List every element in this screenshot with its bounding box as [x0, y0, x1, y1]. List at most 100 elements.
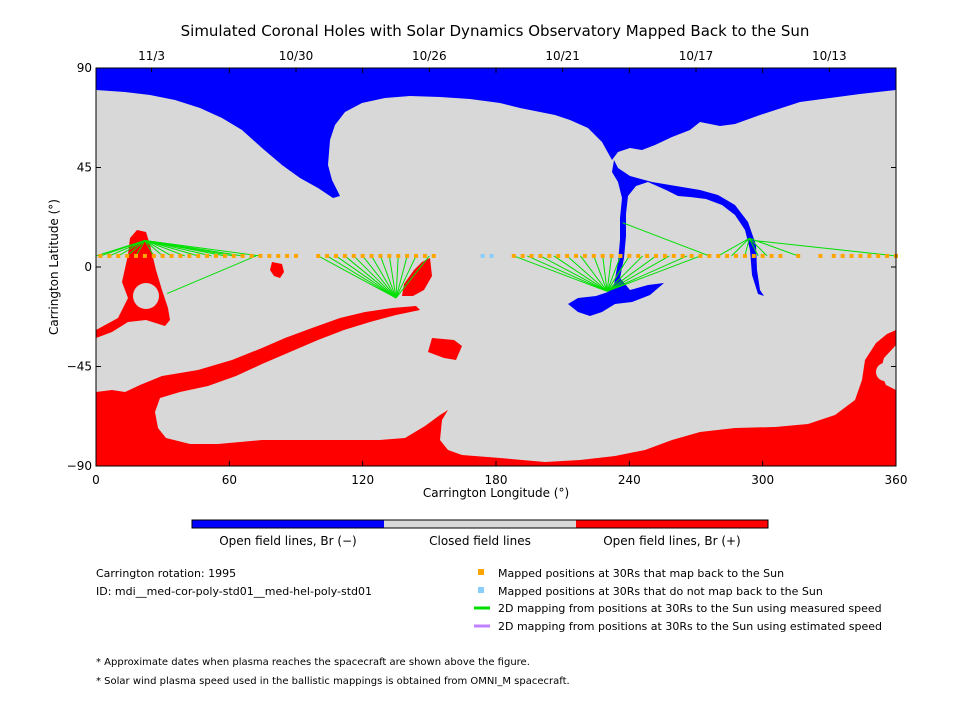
positive-coronal-holes: [96, 230, 896, 466]
closed-island: [133, 283, 159, 309]
x-axis-label: Carrington Longitude (°): [423, 486, 569, 500]
mapped-point: [538, 253, 543, 258]
mapped-point: [231, 253, 236, 258]
mapping-line: [317, 255, 397, 299]
mapped-point: [387, 253, 392, 258]
mapped-point: [520, 253, 525, 258]
closed-island-edge: [876, 363, 894, 381]
mapping-line: [593, 255, 608, 292]
mapping-line: [717, 237, 750, 257]
mapping-line: [395, 255, 417, 299]
y-tick-label: −45: [67, 360, 92, 374]
x-tick-label: 300: [751, 473, 774, 487]
positive-hole-patch: [428, 338, 462, 360]
negative-coronal-holes: [96, 68, 896, 316]
mapped-point: [125, 253, 130, 258]
mapping-line: [606, 255, 657, 292]
mapped-point: [698, 253, 703, 258]
mapped-point: [196, 253, 201, 258]
mapping-line: [388, 255, 397, 299]
mapped-point: [205, 253, 210, 258]
rotation-info: Carrington rotation: 1995: [96, 567, 236, 580]
mapping-line: [606, 255, 644, 292]
mapped-point: [285, 253, 290, 258]
x-tick-label: 240: [618, 473, 641, 487]
mapping-line: [744, 238, 750, 257]
mapped-point: [431, 253, 436, 258]
x-tick-label: 360: [885, 473, 908, 487]
y-tick-label: 45: [77, 161, 92, 175]
mapped-point: [556, 253, 561, 258]
mapped-point: [107, 253, 112, 258]
mapped-point: [351, 253, 356, 258]
colorbar-label-negative: Open field lines, Br (−): [219, 534, 357, 548]
mapping-line: [326, 255, 397, 299]
mapped-point: [267, 253, 272, 258]
chart-title: Simulated Coronal Holes with Solar Dynam…: [181, 22, 810, 40]
mapping-line: [748, 238, 759, 257]
date-tick-label: 10/21: [545, 49, 580, 63]
mapped-point: [609, 253, 614, 258]
mapped-point: [294, 253, 298, 258]
mapping-line: [606, 255, 688, 292]
y-tick-label: 90: [77, 61, 92, 75]
mapped-point: [760, 253, 765, 258]
colorbar-label-positive: Open field lines, Br (+): [603, 534, 741, 548]
date-axis: 11/3 10/30 10/26 10/21 10/17 10/13: [138, 49, 847, 72]
mapped-point: [151, 253, 156, 258]
mapped-point: [178, 253, 183, 258]
mapped-point: [529, 253, 534, 258]
mapped-point: [422, 253, 427, 258]
mapping-line: [606, 255, 613, 292]
mapping-line: [606, 255, 670, 292]
mapped-point: [627, 253, 632, 258]
mapped-point: [214, 253, 218, 258]
mapped-point: [885, 253, 890, 258]
mapping-line: [580, 255, 608, 292]
mapped-point: [680, 253, 685, 258]
mapped-point: [618, 253, 623, 258]
colorbar: Open field lines, Br (−) Closed field li…: [191, 519, 769, 548]
mapped-point: [716, 253, 721, 258]
mapped-point: [187, 253, 192, 258]
mapping-line: [166, 255, 257, 294]
closed-field-background: [96, 68, 896, 466]
mapping-line: [602, 255, 608, 292]
mapped-point: [751, 253, 756, 258]
x-axis: 0 60 120 180 240 300 360: [92, 68, 907, 487]
mapping-line: [606, 255, 630, 292]
mapping-line: [753, 239, 897, 257]
mapped-point: [707, 253, 712, 258]
mapped-point: [142, 253, 147, 258]
mapped-point: [662, 253, 667, 258]
mapping-line: [344, 255, 397, 299]
mapped-point: [591, 253, 596, 258]
x-tick-label: 60: [222, 473, 237, 487]
mapping-line: [362, 255, 397, 299]
y-axis-label: Carrington Latitude (°): [47, 199, 61, 335]
large-positive-hole: [96, 230, 170, 338]
mapped-point: [116, 253, 121, 258]
id-info: ID: mdi__med-cor-poly-std01__med-hel-pol…: [96, 585, 372, 598]
mapped-point: [316, 253, 321, 258]
y-axis: 90 45 0 −45 −90: [67, 61, 896, 473]
mapping-line: [748, 237, 768, 257]
mapped-point: [778, 253, 783, 258]
mapped-point: [334, 253, 338, 258]
mapping-line: [144, 240, 186, 257]
mapping-line: [135, 240, 146, 257]
mapped-point: [396, 253, 401, 258]
mapping-line: [606, 255, 621, 292]
mapping-line: [606, 255, 701, 292]
mapped-point: [240, 253, 245, 258]
colorbar-frame: [191, 519, 769, 529]
equatorial-negative-hole: [568, 160, 764, 316]
y-tick-label: 0: [84, 260, 92, 274]
mapped-point: [689, 253, 694, 258]
mapped-point: [574, 253, 578, 258]
note-dates: * Approximate dates when plasma reaches …: [96, 657, 530, 668]
mapped-point: [378, 253, 383, 258]
mapped-point: [796, 253, 801, 258]
mapping-line: [395, 255, 430, 299]
mapped-point: [636, 253, 641, 258]
